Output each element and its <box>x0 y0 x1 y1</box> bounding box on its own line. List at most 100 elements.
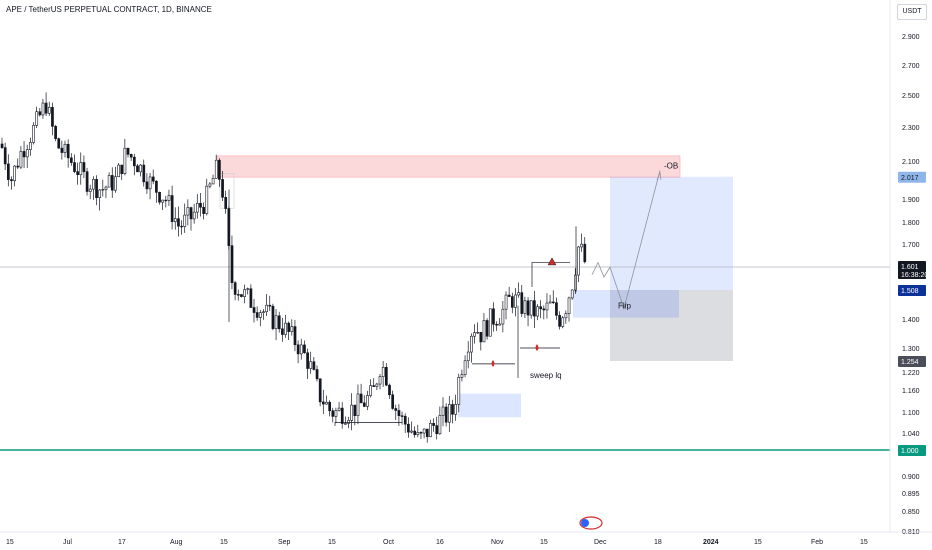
candle-body <box>167 195 171 201</box>
candle-body <box>281 328 284 335</box>
candle-body <box>13 165 17 182</box>
support-price-label-bg <box>898 445 926 456</box>
candle-body <box>38 111 42 116</box>
price-tick-label: 0.900 <box>902 474 920 481</box>
entry-price-label-text: 1.508 <box>901 288 919 295</box>
last-price-label-text: 1.601 <box>901 264 919 271</box>
candle <box>51 102 54 136</box>
candle <box>306 348 309 379</box>
candle <box>542 305 546 320</box>
candle <box>366 390 369 411</box>
candle <box>403 413 407 433</box>
time-tick-label: 15 <box>220 539 228 546</box>
candle <box>123 138 127 176</box>
candle-body <box>161 199 165 203</box>
candle-body <box>126 147 130 155</box>
candle <box>303 340 306 354</box>
candle <box>520 284 524 317</box>
candle <box>514 288 517 317</box>
chart-drawings: -OB Flip sweep lq <box>334 162 678 426</box>
candle <box>507 286 511 297</box>
candle-body <box>243 289 246 297</box>
candle-body <box>334 410 338 417</box>
price-tick-label: 1.900 <box>902 197 920 204</box>
price-tick-label: 1.220 <box>902 370 920 377</box>
candle <box>32 122 35 145</box>
candle <box>73 154 76 174</box>
candle-body <box>164 199 168 202</box>
currency-selector[interactable]: USDT <box>897 4 927 20</box>
candle <box>555 297 558 320</box>
stop-price-label: 1.254 <box>898 356 926 367</box>
candle-body <box>88 188 92 192</box>
candle-body <box>577 246 580 276</box>
time-tick-label: Oct <box>383 539 394 546</box>
time-tick-label: Nov <box>491 539 504 546</box>
candle <box>533 290 536 328</box>
range-low-line <box>334 422 402 426</box>
candle-body <box>545 302 549 311</box>
candle-body <box>488 308 492 337</box>
candle-body <box>290 326 294 332</box>
candle-body <box>224 197 228 209</box>
candle <box>337 402 341 412</box>
candle <box>79 152 83 185</box>
candle <box>510 292 514 314</box>
candle-body <box>539 306 543 310</box>
candle-body <box>296 344 300 355</box>
candle-body <box>375 383 379 387</box>
candle <box>186 199 190 226</box>
candle <box>70 153 73 166</box>
candle-body <box>548 301 552 304</box>
candle-body <box>356 393 360 416</box>
candle <box>126 147 130 158</box>
stop-price-label-text: 1.254 <box>901 359 919 366</box>
candle-body <box>57 138 61 149</box>
candle <box>271 303 275 331</box>
candle-body <box>66 143 70 159</box>
candle-body <box>381 367 385 377</box>
broker-logo-icon <box>579 516 603 530</box>
candle-body <box>583 243 587 263</box>
time-tick-label: 18 <box>654 539 662 546</box>
candle <box>0 137 4 149</box>
candle-body <box>252 307 256 313</box>
candle-body <box>482 320 486 343</box>
candle-body <box>240 294 243 297</box>
candle-body <box>378 376 382 385</box>
candle <box>38 107 42 117</box>
candle-body <box>555 302 558 316</box>
candle-body <box>410 430 413 433</box>
candle-body <box>514 294 517 308</box>
candle <box>151 169 155 185</box>
time-tick-label: 15 <box>754 539 762 546</box>
candle <box>88 184 92 200</box>
time-tick-label: 16 <box>436 539 444 546</box>
candle <box>35 106 39 129</box>
candle-body <box>271 305 275 329</box>
candle-body <box>567 297 571 314</box>
flip-zone <box>573 290 679 318</box>
chart-title: APE / TetherUS PERPETUAL CONTRACT, 1D, B… <box>6 5 212 14</box>
stop-price-label-bg <box>898 356 926 367</box>
candle <box>539 300 543 319</box>
candle-body <box>173 218 177 222</box>
candle-body <box>542 308 546 311</box>
candle-body <box>457 377 461 405</box>
candle <box>353 404 357 426</box>
candle <box>221 170 224 201</box>
candle <box>561 315 565 329</box>
support-price-label-text: 1.000 <box>901 448 919 455</box>
candle-body <box>117 164 120 178</box>
price-tick-label: 1.300 <box>902 346 920 353</box>
candle-body <box>384 367 388 386</box>
candle-body <box>473 332 476 337</box>
candle-body <box>413 430 417 435</box>
candle-body <box>110 175 114 191</box>
time-tick-label: 15 <box>328 539 336 546</box>
candle <box>167 189 171 206</box>
candle-body <box>416 432 420 435</box>
price-tick-label: 1.040 <box>902 431 920 438</box>
candle <box>482 313 486 343</box>
